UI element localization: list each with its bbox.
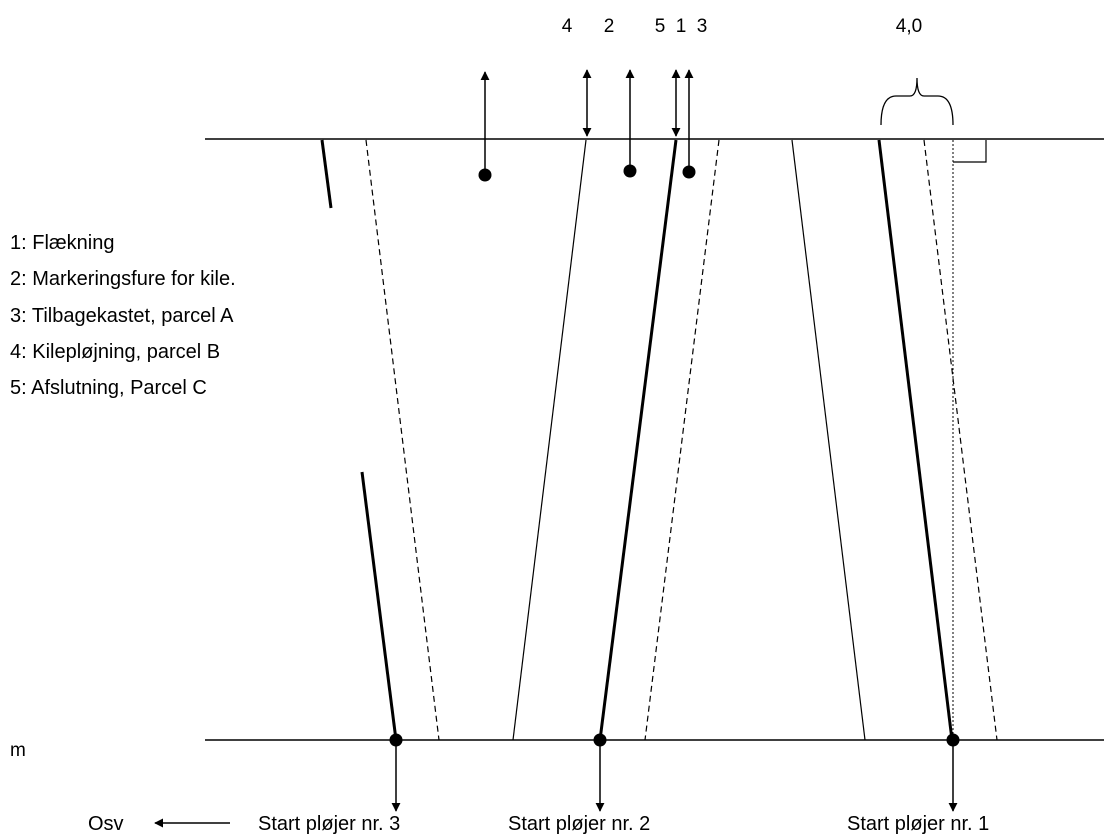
start-label-2: Start pløjer nr. 2 — [508, 813, 650, 835]
start-label-1: Start pløjer nr. 1 — [847, 813, 989, 835]
dot-4 — [478, 168, 492, 182]
dashed-line-1 — [923, 139, 998, 741]
legend-item-2: 2: Markeringsfure for kile. — [10, 268, 236, 290]
osv-label: Osv — [88, 813, 124, 835]
plough-pass-3-top — [320, 139, 333, 209]
dashed-line-3 — [365, 139, 440, 741]
label-2: 2 — [604, 16, 615, 37]
dashed-line-2 — [644, 139, 720, 741]
label-5: 5 — [655, 16, 666, 37]
dot-2 — [623, 164, 637, 178]
legend-item-1: 1: Flækning — [10, 232, 115, 254]
plough-pass-3-bottom — [360, 471, 398, 741]
width-brace — [880, 77, 954, 126]
label-1: 1 — [676, 16, 687, 37]
label-4: 4 — [562, 16, 573, 37]
wedge-line-right — [791, 139, 866, 741]
start-label-3: Start pløjer nr. 3 — [258, 813, 400, 835]
plough-pass-2 — [598, 139, 678, 741]
dot-3 — [682, 165, 696, 179]
legend-item-5: 5: Afslutning, Parcel C — [10, 377, 207, 399]
wedge-line-left — [512, 139, 587, 741]
legend-item-3: 3: Tilbagekastet, parcel A — [10, 305, 234, 327]
unit-label: m — [10, 740, 26, 761]
plough-pass-1 — [877, 139, 954, 741]
legend-item-4: 4: Kilepløjning, parcel B — [10, 341, 220, 363]
label-3: 3 — [697, 16, 708, 37]
width-label: 4,0 — [896, 16, 922, 37]
right-angle-marker — [953, 140, 987, 163]
